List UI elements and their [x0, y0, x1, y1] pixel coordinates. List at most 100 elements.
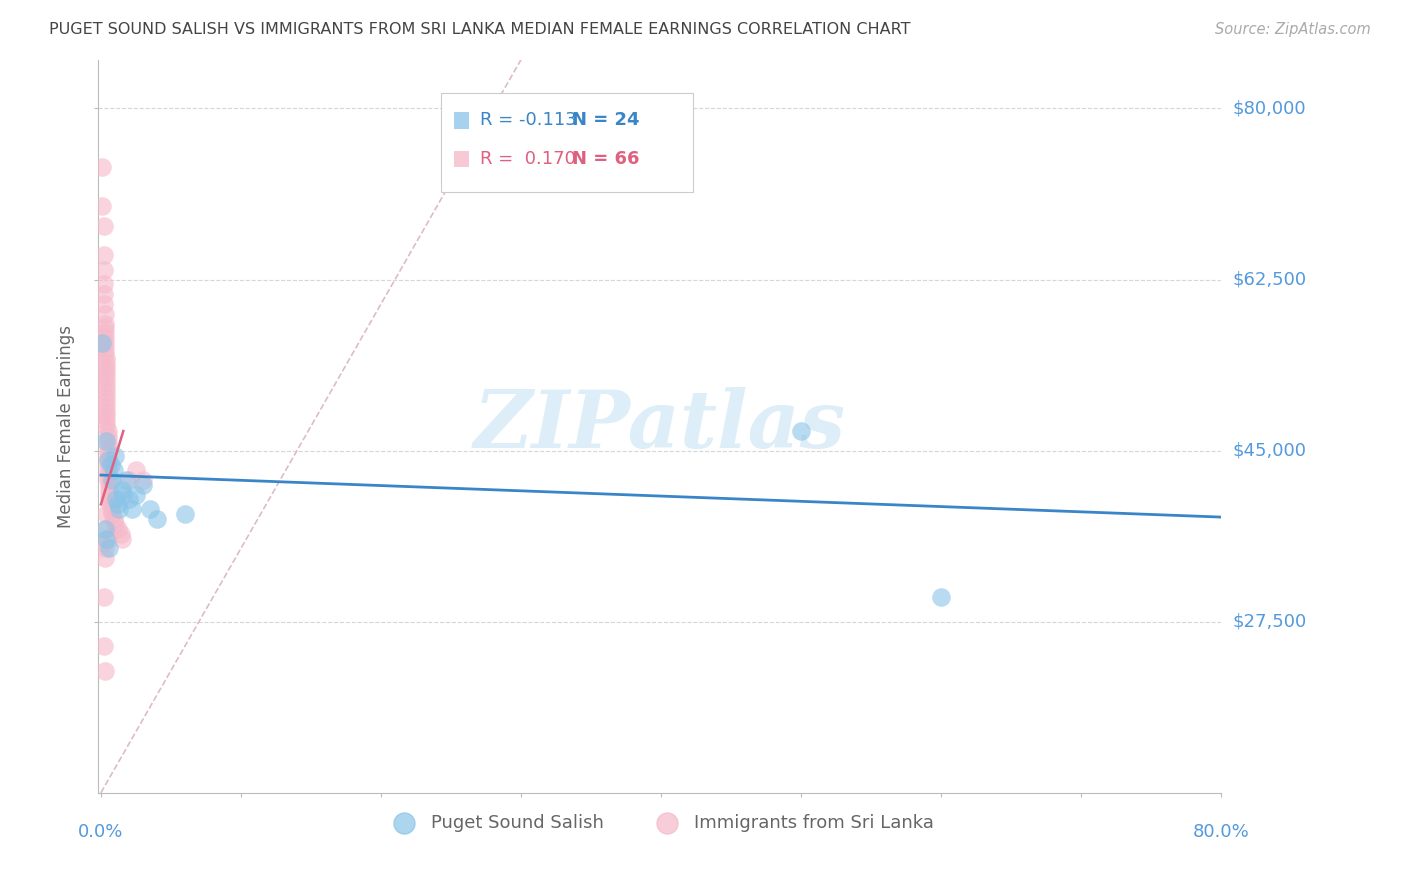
Point [98, 487, 121, 501]
Point [96, 370, 118, 384]
Point [103, 463, 125, 477]
Text: $80,000: $80,000 [1233, 100, 1306, 118]
Point [96, 390, 118, 404]
Point [96, 404, 118, 418]
Point [132, 478, 155, 492]
Point [98, 478, 121, 492]
Point [93, 297, 115, 311]
Text: $27,500: $27,500 [1233, 613, 1306, 631]
Text: R = -0.113: R = -0.113 [481, 112, 576, 129]
Point [94, 522, 117, 536]
Point [125, 463, 148, 477]
Point [146, 512, 169, 526]
Point [103, 512, 125, 526]
Point [93, 277, 115, 292]
Point [111, 483, 134, 497]
Point [94, 341, 117, 355]
Text: PUGET SOUND SALISH VS IMMIGRANTS FROM SRI LANKA MEDIAN FEMALE EARNINGS CORRELATI: PUGET SOUND SALISH VS IMMIGRANTS FROM SR… [49, 22, 911, 37]
Point [94, 307, 117, 321]
Point [100, 497, 122, 511]
Point [96, 366, 118, 380]
Point [97, 453, 120, 467]
Point [93, 219, 115, 233]
Point [96, 419, 118, 434]
Point [97, 532, 120, 546]
Point [94, 551, 117, 566]
Point [93, 536, 115, 550]
Point [139, 502, 162, 516]
Y-axis label: Median Female Earnings: Median Female Earnings [58, 325, 75, 528]
Point [96, 414, 118, 428]
Bar [454, 151, 470, 167]
Text: Source: ZipAtlas.com: Source: ZipAtlas.com [1215, 22, 1371, 37]
Point [97, 453, 120, 467]
Point [91, 199, 114, 213]
Point [93, 248, 115, 262]
Point [96, 400, 118, 414]
Bar [454, 112, 470, 128]
Point [100, 458, 122, 473]
Point [97, 439, 120, 453]
Point [94, 331, 117, 345]
Point [108, 502, 131, 516]
Point [93, 287, 115, 301]
Point [94, 321, 117, 335]
Point [107, 497, 129, 511]
Point [97, 429, 120, 443]
Point [93, 262, 115, 277]
Point [97, 468, 120, 483]
Point [96, 356, 118, 370]
Text: 80.0%: 80.0% [1192, 823, 1250, 841]
Point [96, 522, 118, 536]
Point [118, 473, 141, 487]
Point [93, 639, 115, 653]
Point [96, 409, 118, 424]
Point [98, 541, 121, 556]
Point [96, 394, 118, 409]
Point [115, 473, 138, 487]
Point [91, 336, 114, 351]
Point [96, 384, 118, 399]
Point [97, 463, 120, 477]
Point [101, 473, 124, 487]
Point [132, 473, 155, 487]
Point [94, 326, 117, 341]
Point [96, 532, 118, 546]
Point [91, 160, 114, 174]
Text: $62,500: $62,500 [1233, 270, 1306, 288]
Point [121, 502, 143, 516]
Point [94, 664, 117, 678]
Point [94, 336, 117, 351]
Point [96, 375, 118, 389]
FancyBboxPatch shape [440, 93, 693, 192]
Point [104, 516, 127, 531]
Point [97, 458, 120, 473]
Point [104, 449, 127, 463]
Point [97, 424, 120, 438]
Point [96, 380, 118, 394]
Text: 0.0%: 0.0% [79, 823, 124, 841]
Point [97, 443, 120, 458]
Point [93, 591, 115, 605]
Text: ZIPatlas: ZIPatlas [474, 387, 846, 465]
Point [96, 434, 118, 448]
Point [94, 317, 117, 331]
Point [96, 507, 118, 521]
Legend: Puget Sound Salish, Immigrants from Sri Lanka: Puget Sound Salish, Immigrants from Sri … [378, 806, 941, 838]
Point [105, 492, 128, 507]
Point [97, 449, 120, 463]
Point [929, 591, 952, 605]
Point [101, 507, 124, 521]
Point [174, 507, 197, 521]
Point [97, 434, 120, 448]
Text: N = 24: N = 24 [572, 112, 640, 129]
Text: R =  0.170: R = 0.170 [481, 150, 576, 168]
Point [110, 526, 132, 541]
Point [97, 473, 120, 487]
Point [107, 522, 129, 536]
Point [98, 483, 121, 497]
Point [790, 424, 813, 438]
Point [111, 532, 134, 546]
Point [125, 487, 148, 501]
Point [94, 346, 117, 360]
